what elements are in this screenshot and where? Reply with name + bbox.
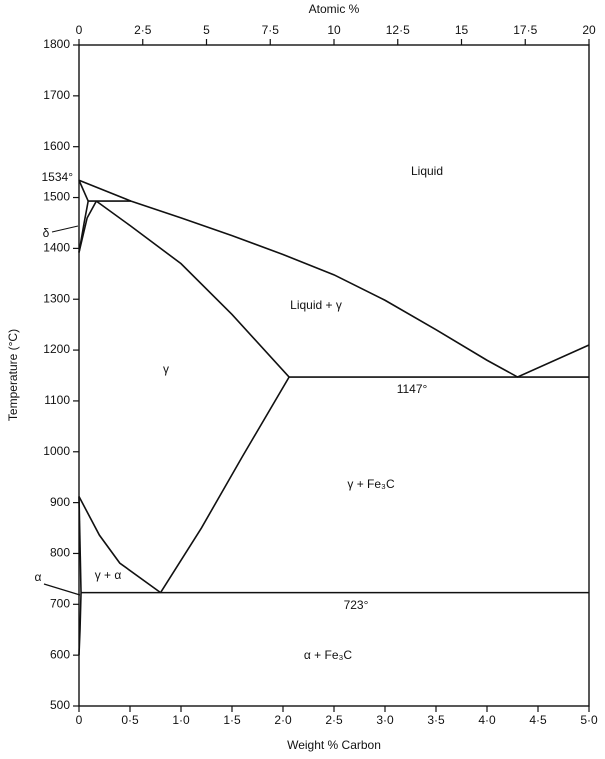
phase-boundary	[95, 200, 290, 378]
region-label: δ	[43, 226, 50, 240]
y-tick-label: 1700	[43, 88, 70, 102]
x2-tick-label: 2·5	[134, 23, 152, 37]
plot-frame	[78, 44, 590, 707]
y-tick-label: 1800	[43, 37, 70, 51]
phase-boundary	[159, 376, 290, 594]
x-tick-label: 1·5	[223, 713, 241, 727]
delta-pointer	[51, 225, 79, 233]
phase-boundary	[78, 496, 82, 593]
x-tick-label: 0	[76, 713, 83, 727]
y-tick-label: 1600	[43, 139, 70, 153]
x2-tick-label: 20	[582, 23, 596, 37]
x2-tick-label: 0	[76, 23, 83, 37]
x2-axis-title: Atomic %	[309, 2, 360, 16]
x2-tick-label: 17·5	[513, 23, 537, 37]
region-label: 1534°	[42, 170, 74, 184]
region-label: Liquid	[411, 164, 443, 178]
region-label: 723°	[344, 598, 369, 612]
x-tick-label: 5·0	[580, 713, 598, 727]
y-tick-label: 1500	[43, 190, 70, 204]
y-tick-label: 1100	[44, 393, 70, 407]
phase-boundary	[78, 179, 89, 202]
x2-tick-label: 7·5	[262, 23, 280, 37]
region-label: α	[35, 570, 42, 584]
y-tick-label: 600	[50, 647, 70, 661]
y-tick-label: 1400	[43, 241, 70, 255]
phase-boundary	[78, 200, 98, 253]
x-axis-title: Weight % Carbon	[287, 738, 381, 752]
y-tick-label: 900	[50, 495, 70, 509]
y-tick-label: 1200	[43, 342, 70, 356]
x2-tick-label: 12·5	[386, 23, 410, 37]
x-tick-label: 3·5	[427, 713, 445, 727]
region-label: 1147°	[397, 382, 428, 396]
alpha-pointer	[43, 583, 81, 596]
phase-boundary	[78, 496, 162, 594]
region-label: γ + α	[95, 568, 122, 582]
x2-tick-label: 15	[455, 23, 469, 37]
phase-boundary	[78, 179, 590, 378]
y-tick-label: 1000	[43, 444, 70, 458]
region-label: γ	[163, 362, 169, 376]
x-tick-label: 4·5	[529, 713, 547, 727]
region-label: α + Fe₃C	[304, 648, 353, 662]
y-tick-label: 1300	[43, 291, 70, 305]
x-tick-label: 4·0	[478, 713, 496, 727]
y-tick-label: 700	[50, 596, 70, 610]
phase-boundary	[78, 592, 82, 656]
x-tick-label: 2·5	[325, 713, 343, 727]
y-tick-label: 800	[50, 546, 70, 560]
x-tick-label: 3·0	[376, 713, 394, 727]
region-label: γ + Fe₃C	[347, 477, 395, 491]
x-tick-label: 0·5	[121, 713, 139, 727]
y-axis-title: Temperature (°C)	[6, 329, 20, 421]
x-tick-label: 1·0	[172, 713, 190, 727]
x-tick-label: 2·0	[274, 713, 292, 727]
x2-tick-label: 5	[203, 23, 210, 37]
y-tick-label: 500	[50, 698, 70, 712]
region-label: Liquid + γ	[290, 298, 342, 312]
x2-tick-label: 10	[327, 23, 341, 37]
